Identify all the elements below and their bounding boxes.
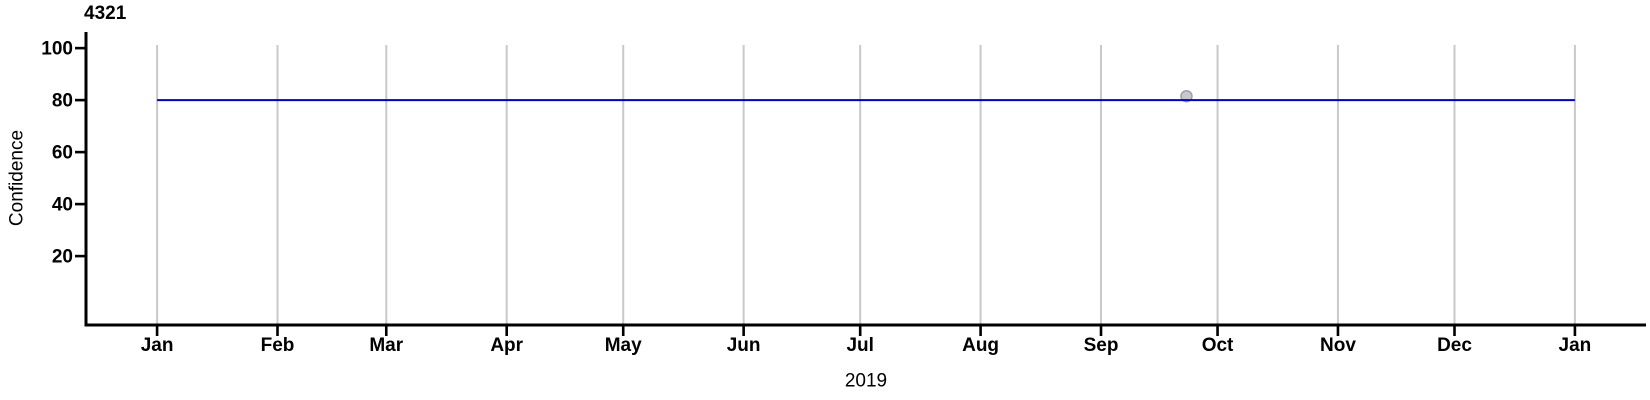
chart-title: 4321 xyxy=(84,3,127,24)
x-tick-label: Dec xyxy=(1437,335,1472,356)
observation-point xyxy=(1180,89,1193,103)
y-axis-title: Confidence xyxy=(6,129,28,227)
y-tick-label: 80 xyxy=(52,91,73,112)
y-tick-label: 40 xyxy=(52,195,73,216)
y-tick-label: 20 xyxy=(52,247,73,268)
x-tick-label: Jun xyxy=(727,335,761,356)
y-tick-label: 60 xyxy=(52,143,73,164)
x-tick-label: Jan xyxy=(1559,335,1592,356)
x-tick-label: Jan xyxy=(141,335,174,356)
x-tick-label: Mar xyxy=(369,335,403,356)
x-tick-label: Sep xyxy=(1084,335,1119,356)
x-tick-label: Oct xyxy=(1202,335,1234,356)
x-tick-label: May xyxy=(605,335,642,356)
y-tick-label: 100 xyxy=(41,39,73,60)
x-tick-label: Aug xyxy=(962,335,999,356)
x-axis-title: 2019 xyxy=(844,370,888,392)
x-tick-label: Feb xyxy=(261,335,295,356)
x-tick-label: Apr xyxy=(490,335,523,356)
x-tick-label: Nov xyxy=(1320,335,1356,356)
x-tick-label: Jul xyxy=(846,335,873,356)
